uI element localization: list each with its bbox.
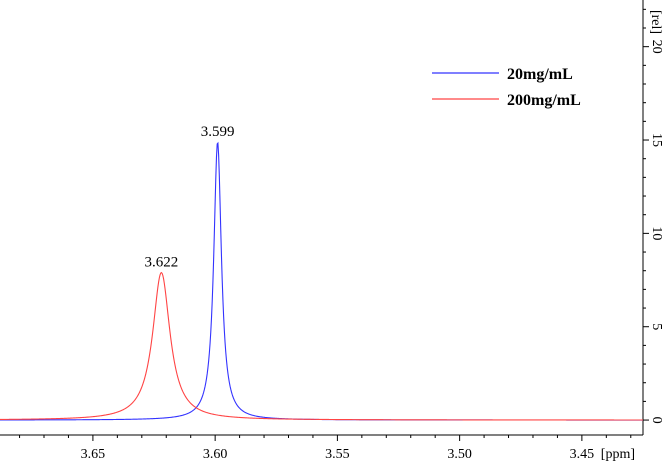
series-layer <box>0 141 643 421</box>
y-tick-label: 10 <box>649 226 664 240</box>
y-tick-label: 0 <box>649 417 664 424</box>
x-tick-label: 3.55 <box>325 447 350 461</box>
legend-label-20mg-ml: 20mg/mL <box>507 66 573 83</box>
peak-label: 3.599 <box>201 124 235 140</box>
series-line-20mg-ml <box>0 141 643 421</box>
x-tick-label: 3.65 <box>81 447 106 461</box>
series-line-200mg-ml <box>0 271 643 421</box>
x-tick-label: 3.50 <box>447 447 472 461</box>
y-tick-label: 15 <box>649 133 664 147</box>
y-axis-unit-label: [rel] <box>648 10 663 34</box>
x-axis-unit-label: [ppm] <box>601 447 635 461</box>
legend: 20mg/mL 200mg/mL <box>432 66 581 109</box>
x-tick-label: 3.60 <box>203 447 228 461</box>
plot-frame <box>0 0 644 436</box>
y-tick-label: 5 <box>649 323 664 330</box>
peak-label: 3.622 <box>144 255 178 271</box>
annotation-layer: 3.599 3.622 <box>144 124 234 271</box>
x-tick-label: 3.45 <box>570 447 595 461</box>
y-tick-label: 20 <box>649 40 664 54</box>
x-ticks: 3.65 3.60 3.55 3.50 3.45 <box>19 435 632 461</box>
legend-label-200mg-ml: 200mg/mL <box>507 92 581 109</box>
y-ticks: 0 5 10 15 20 <box>643 8 664 424</box>
